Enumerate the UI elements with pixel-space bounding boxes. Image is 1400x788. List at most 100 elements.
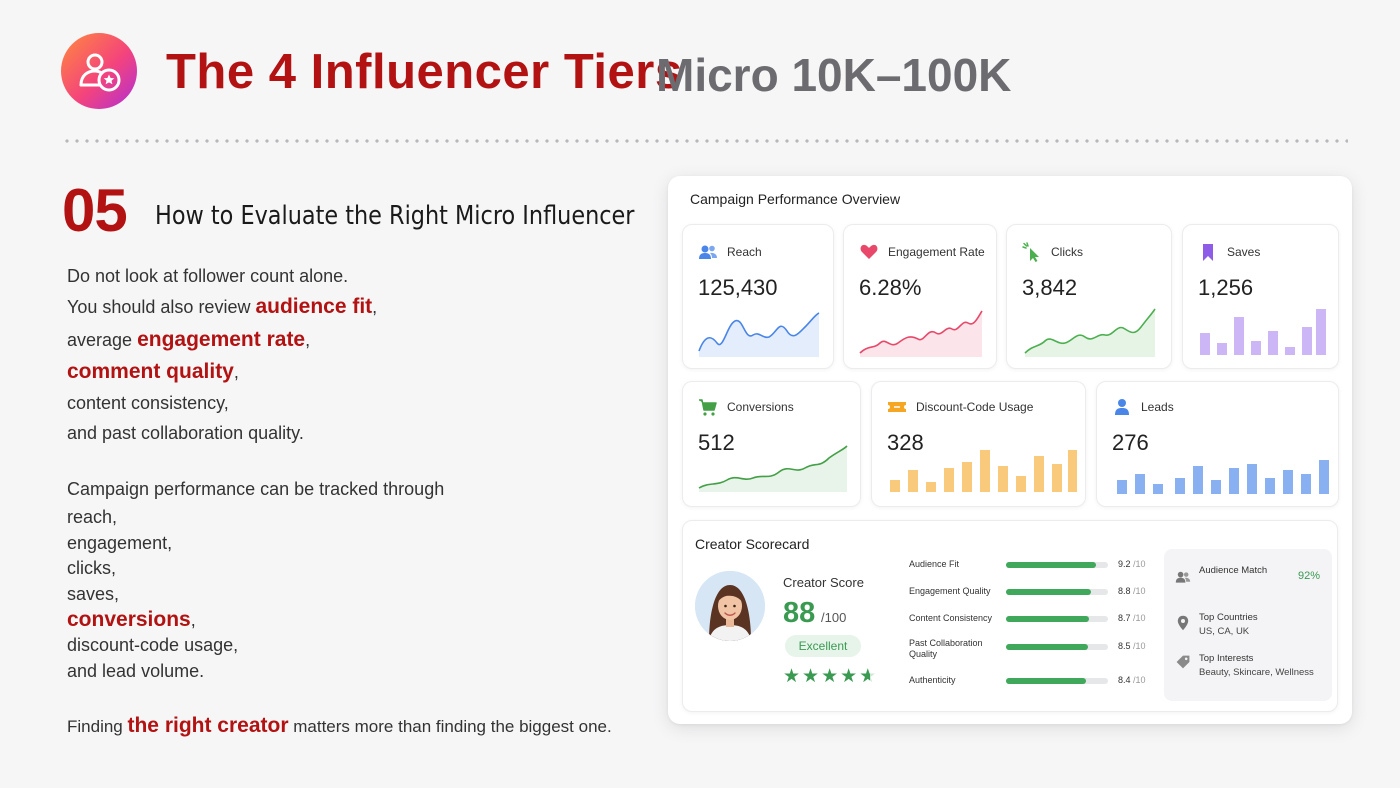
body-line: Do not look at follower count alone. bbox=[67, 266, 349, 286]
bar bbox=[1283, 470, 1293, 494]
metric-audience-fit-label: Audience Fit bbox=[909, 559, 960, 569]
metric-value: 125,430 bbox=[698, 275, 778, 300]
body-line: average engagement rate, bbox=[67, 328, 311, 351]
bar bbox=[1247, 464, 1257, 494]
metric-engagement-quality-value: 8.8 /10 bbox=[1118, 586, 1146, 596]
body-line: You should also review audience fit, bbox=[67, 295, 378, 318]
bar bbox=[1016, 476, 1026, 492]
heart-icon bbox=[860, 244, 878, 259]
scorecard-title: Creator Scorecard bbox=[695, 536, 810, 552]
body-line: reach, bbox=[67, 507, 118, 527]
cursor-click-icon bbox=[1022, 242, 1039, 262]
section-title: How to Evaluate the Right Micro Influenc… bbox=[155, 201, 635, 231]
metric-value: 1,256 bbox=[1198, 275, 1254, 300]
bar bbox=[1200, 333, 1210, 355]
body-line: Campaign performance can be tracked thro… bbox=[67, 479, 445, 499]
star-half-icon: ★★ bbox=[859, 666, 879, 687]
metric-value: 512 bbox=[698, 430, 735, 455]
metric-audience-fit-bar bbox=[1006, 562, 1108, 568]
clicks-sparkline bbox=[1024, 308, 1156, 357]
metric-authenticity-label: Authenticity bbox=[909, 675, 956, 685]
top-interests-label: Top Interests bbox=[1199, 653, 1254, 664]
metric-past-collaboration-value: 8.5 /10 bbox=[1118, 641, 1146, 651]
metric-value: 328 bbox=[887, 430, 924, 455]
bar bbox=[1319, 460, 1329, 494]
audience-match-label: Audience Match bbox=[1199, 565, 1268, 576]
avatar bbox=[695, 571, 765, 641]
metric-card-saves[interactable]: Saves 1,256 bbox=[1182, 224, 1339, 369]
body-line: engagement, bbox=[67, 533, 173, 553]
creator-scorecard: Creator Scorecard Creator Score 88 /100 … bbox=[682, 520, 1338, 712]
creator-score-label: Creator Score bbox=[783, 575, 864, 590]
bar bbox=[1068, 450, 1077, 492]
tier-logo bbox=[61, 33, 137, 109]
metric-card-leads[interactable]: Leads 276 bbox=[1096, 381, 1339, 507]
metric-authenticity-value: 8.4 /10 bbox=[1118, 675, 1146, 685]
bar bbox=[1251, 341, 1261, 355]
dashboard-panel: Campaign Performance Overview Reach 125,… bbox=[668, 176, 1352, 724]
metric-card-engagement-rate[interactable]: Engagement Rate 6.28% bbox=[843, 224, 997, 369]
bar bbox=[908, 470, 918, 492]
saves-bar-chart bbox=[1200, 309, 1326, 355]
bar bbox=[1302, 327, 1312, 355]
body-line: clicks, bbox=[67, 558, 116, 578]
body-line: discount-code usage, bbox=[67, 635, 239, 655]
user-icon bbox=[1115, 399, 1129, 415]
metric-content-consistency-bar bbox=[1006, 616, 1108, 622]
metric-label: Conversions bbox=[727, 400, 794, 414]
bar bbox=[1175, 478, 1185, 494]
bar bbox=[962, 462, 972, 492]
bar bbox=[1052, 464, 1062, 492]
discount-code-bar-chart bbox=[890, 450, 1077, 492]
body-line: comment quality, bbox=[67, 360, 239, 383]
users-icon bbox=[1175, 571, 1191, 583]
top-countries-label: Top Countries bbox=[1199, 612, 1258, 623]
metric-card-reach[interactable]: Reach 125,430 bbox=[682, 224, 834, 369]
dashboard-title: Campaign Performance Overview bbox=[690, 191, 901, 207]
metric-card-conversions[interactable]: Conversions 512 bbox=[682, 381, 861, 507]
body-line: and past collaboration quality. bbox=[67, 423, 304, 443]
highlight-audience-fit: audience fit bbox=[255, 295, 373, 318]
metric-value: 3,842 bbox=[1022, 275, 1078, 300]
highlight-comment-quality: comment quality bbox=[67, 360, 234, 383]
bar bbox=[1285, 347, 1295, 355]
user-star-icon bbox=[79, 53, 121, 92]
bar bbox=[1268, 331, 1278, 355]
bar bbox=[1229, 468, 1239, 494]
bar bbox=[1135, 474, 1145, 494]
bar bbox=[1211, 480, 1221, 494]
body-line: Finding the right creator matters more t… bbox=[67, 714, 612, 737]
bar bbox=[1034, 456, 1044, 492]
metric-audience-fit-value: 9.2 /10 bbox=[1118, 559, 1146, 569]
star-icon: ★ bbox=[802, 666, 822, 687]
star-icon: ★ bbox=[821, 666, 841, 687]
metric-content-consistency-value: 8.7 /10 bbox=[1118, 613, 1146, 623]
body-line: saves, bbox=[67, 584, 120, 604]
star-icon: ★ bbox=[840, 666, 860, 687]
metric-label: Leads bbox=[1141, 400, 1174, 414]
map-pin-icon bbox=[1177, 615, 1189, 631]
bar bbox=[980, 450, 990, 492]
bar bbox=[1153, 484, 1163, 494]
section-number: 05 bbox=[62, 177, 128, 244]
metric-past-collaboration-bar bbox=[1006, 644, 1108, 650]
creator-score-value: 88 bbox=[783, 597, 816, 629]
tag-icon bbox=[1176, 655, 1190, 669]
top-interests-value: Beauty, Skincare, Wellness bbox=[1199, 667, 1314, 678]
leads-bar-chart bbox=[1117, 460, 1329, 494]
metric-label: Engagement Rate bbox=[888, 245, 985, 259]
dotted-divider bbox=[62, 139, 1348, 143]
metric-card-discount-code-usage[interactable]: Discount-Code Usage 328 bbox=[871, 381, 1086, 507]
cart-icon bbox=[699, 399, 717, 416]
bar bbox=[926, 482, 936, 492]
bar bbox=[1265, 478, 1275, 494]
highlight-conversions: conversions bbox=[67, 608, 191, 631]
bookmark-icon bbox=[1203, 244, 1213, 261]
engagement-sparkline bbox=[859, 310, 983, 357]
bar bbox=[890, 480, 900, 492]
star-rating: ★★★★★★ bbox=[783, 665, 878, 688]
metric-card-clicks[interactable]: Clicks 3,842 bbox=[1006, 224, 1172, 369]
metric-label: Reach bbox=[727, 245, 762, 259]
page-title: The 4 Influencer Tiers bbox=[166, 45, 683, 99]
audience-match-value: 92% bbox=[1297, 570, 1320, 582]
